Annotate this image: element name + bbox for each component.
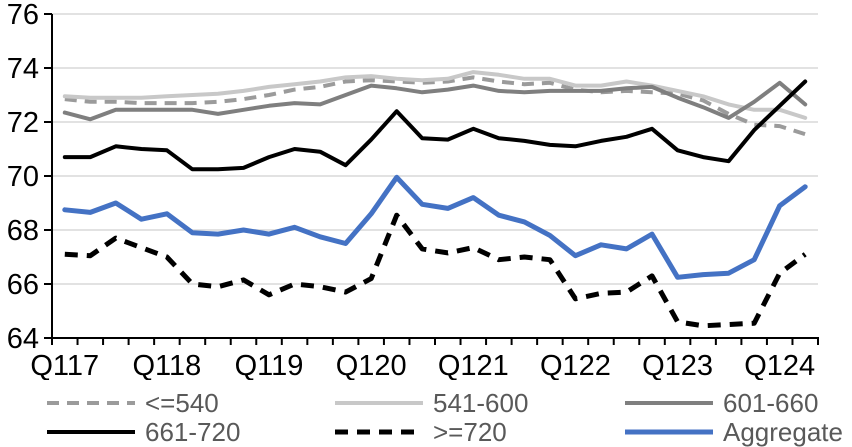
legend-label: >=720 xyxy=(433,417,507,447)
legend-label: 661-720 xyxy=(145,417,241,447)
x-tick-label: Q123 xyxy=(642,350,713,380)
y-tick-label: 74 xyxy=(7,53,39,85)
y-tick-label: 64 xyxy=(7,323,39,355)
x-tick-label: Q120 xyxy=(336,350,407,380)
legend-swatch-601-660-icon xyxy=(625,401,713,405)
y-tick-label: 68 xyxy=(7,215,39,247)
legend-item-541-600: 541-600 xyxy=(335,389,625,417)
legend-label: 541-600 xyxy=(433,388,529,418)
x-tick-label: Q124 xyxy=(744,350,815,380)
series-line-540 xyxy=(64,75,806,137)
series-line-661-720 xyxy=(62,79,808,172)
legend-swatch-540-icon xyxy=(47,401,135,405)
legend-item-720: >=720 xyxy=(335,418,625,446)
legend-swatch-720-icon xyxy=(335,429,423,435)
x-tick-label: Q119 xyxy=(235,350,304,380)
legend-item-aggregate: Aggregate xyxy=(625,418,852,446)
series-line-aggregate xyxy=(62,174,808,280)
legend-item-601-660: 601-660 xyxy=(625,389,852,417)
y-tick-label: 76 xyxy=(7,0,39,31)
y-tick-label: 66 xyxy=(7,269,39,301)
y-tick-label: 72 xyxy=(7,107,39,139)
legend-swatch-aggregate-icon xyxy=(625,429,713,435)
legend-label: Aggregate xyxy=(723,417,843,447)
legend-swatch-661-720-icon xyxy=(47,430,135,434)
legend-label: <=540 xyxy=(145,388,219,418)
series-line-720 xyxy=(64,212,807,329)
x-tick-label: Q121 xyxy=(438,350,509,380)
x-tick-label: Q117 xyxy=(30,350,99,380)
legend-label: 601-660 xyxy=(723,388,819,418)
legend-item-661-720: 661-720 xyxy=(47,418,335,446)
x-tick-label: Q118 xyxy=(133,350,202,380)
chart-legend: <=540 541-600 601-660 661-720 >=720 Aggregate xyxy=(0,389,852,446)
series-line-541-600 xyxy=(62,70,808,120)
y-tick-label: 70 xyxy=(7,161,39,193)
series-line-601-660 xyxy=(62,80,808,122)
x-tick-label: Q122 xyxy=(540,350,611,380)
legend-swatch-541-600-icon xyxy=(335,401,423,405)
legend-item-540: <=540 xyxy=(47,389,335,417)
